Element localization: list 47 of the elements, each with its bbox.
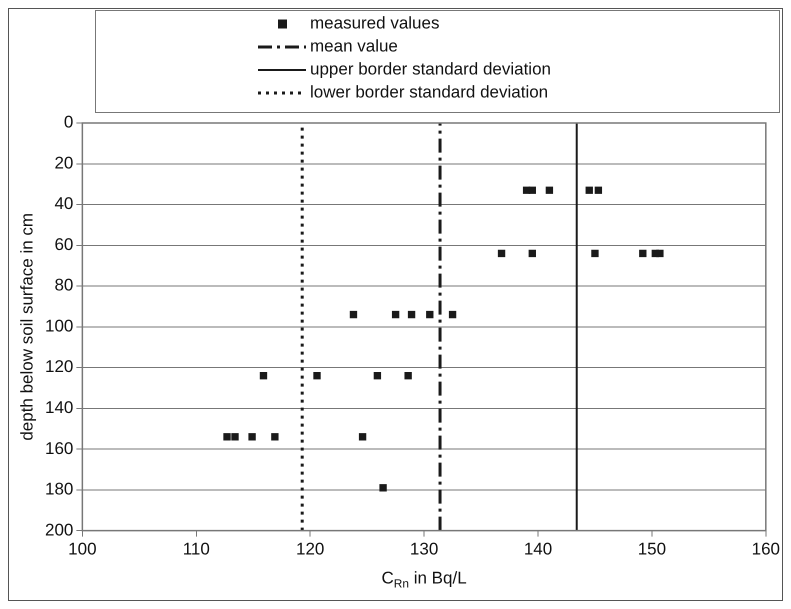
y-tick-label: 100: [44, 316, 74, 336]
y-tick-label: 200: [44, 520, 74, 540]
point: [426, 310, 434, 318]
y-tick-label: 0: [64, 112, 74, 132]
point: [223, 433, 231, 441]
point: [248, 433, 256, 441]
y-tick-label: 60: [54, 234, 74, 254]
point: [379, 484, 387, 492]
point: [271, 433, 279, 441]
point: [358, 433, 366, 441]
x-tick-label: 130: [410, 539, 438, 558]
point: [392, 310, 400, 318]
x-tick-label: 110: [182, 539, 210, 558]
y-tick-label: 140: [44, 398, 74, 418]
point: [591, 250, 599, 258]
point: [448, 310, 456, 318]
point: [656, 250, 664, 258]
point: [594, 186, 602, 194]
point: [408, 310, 416, 318]
x-tick-label: 160: [752, 539, 780, 558]
y-tick-label: 80: [54, 276, 74, 295]
y-tick-label: 20: [54, 153, 74, 172]
point: [528, 250, 536, 258]
x-tick-label: 100: [68, 539, 97, 558]
legend-label: measured values: [310, 14, 440, 33]
point: [639, 250, 646, 258]
y-tick-label: 120: [44, 357, 74, 376]
x-tick-label: 120: [296, 539, 324, 558]
point: [546, 186, 554, 194]
y-axis-title: depth below soil surface in cm: [18, 212, 37, 441]
y-tick-label: 160: [44, 438, 74, 458]
point: [231, 433, 239, 441]
legend-label: lower border standard deviation: [310, 82, 548, 102]
point: [528, 186, 536, 194]
point: [313, 372, 321, 380]
point: [260, 372, 268, 380]
y-tick-label: 40: [54, 194, 74, 214]
point: [586, 186, 593, 194]
point: [374, 372, 382, 380]
x-tick-label: 150: [638, 539, 666, 558]
point: [404, 372, 412, 380]
legend-label: mean value: [310, 36, 398, 56]
legend-label: upper border standard deviation: [310, 60, 551, 79]
y-tick-label: 180: [44, 480, 74, 499]
point: [350, 310, 358, 318]
x-tick-label: 140: [524, 539, 552, 558]
point: [498, 250, 506, 258]
